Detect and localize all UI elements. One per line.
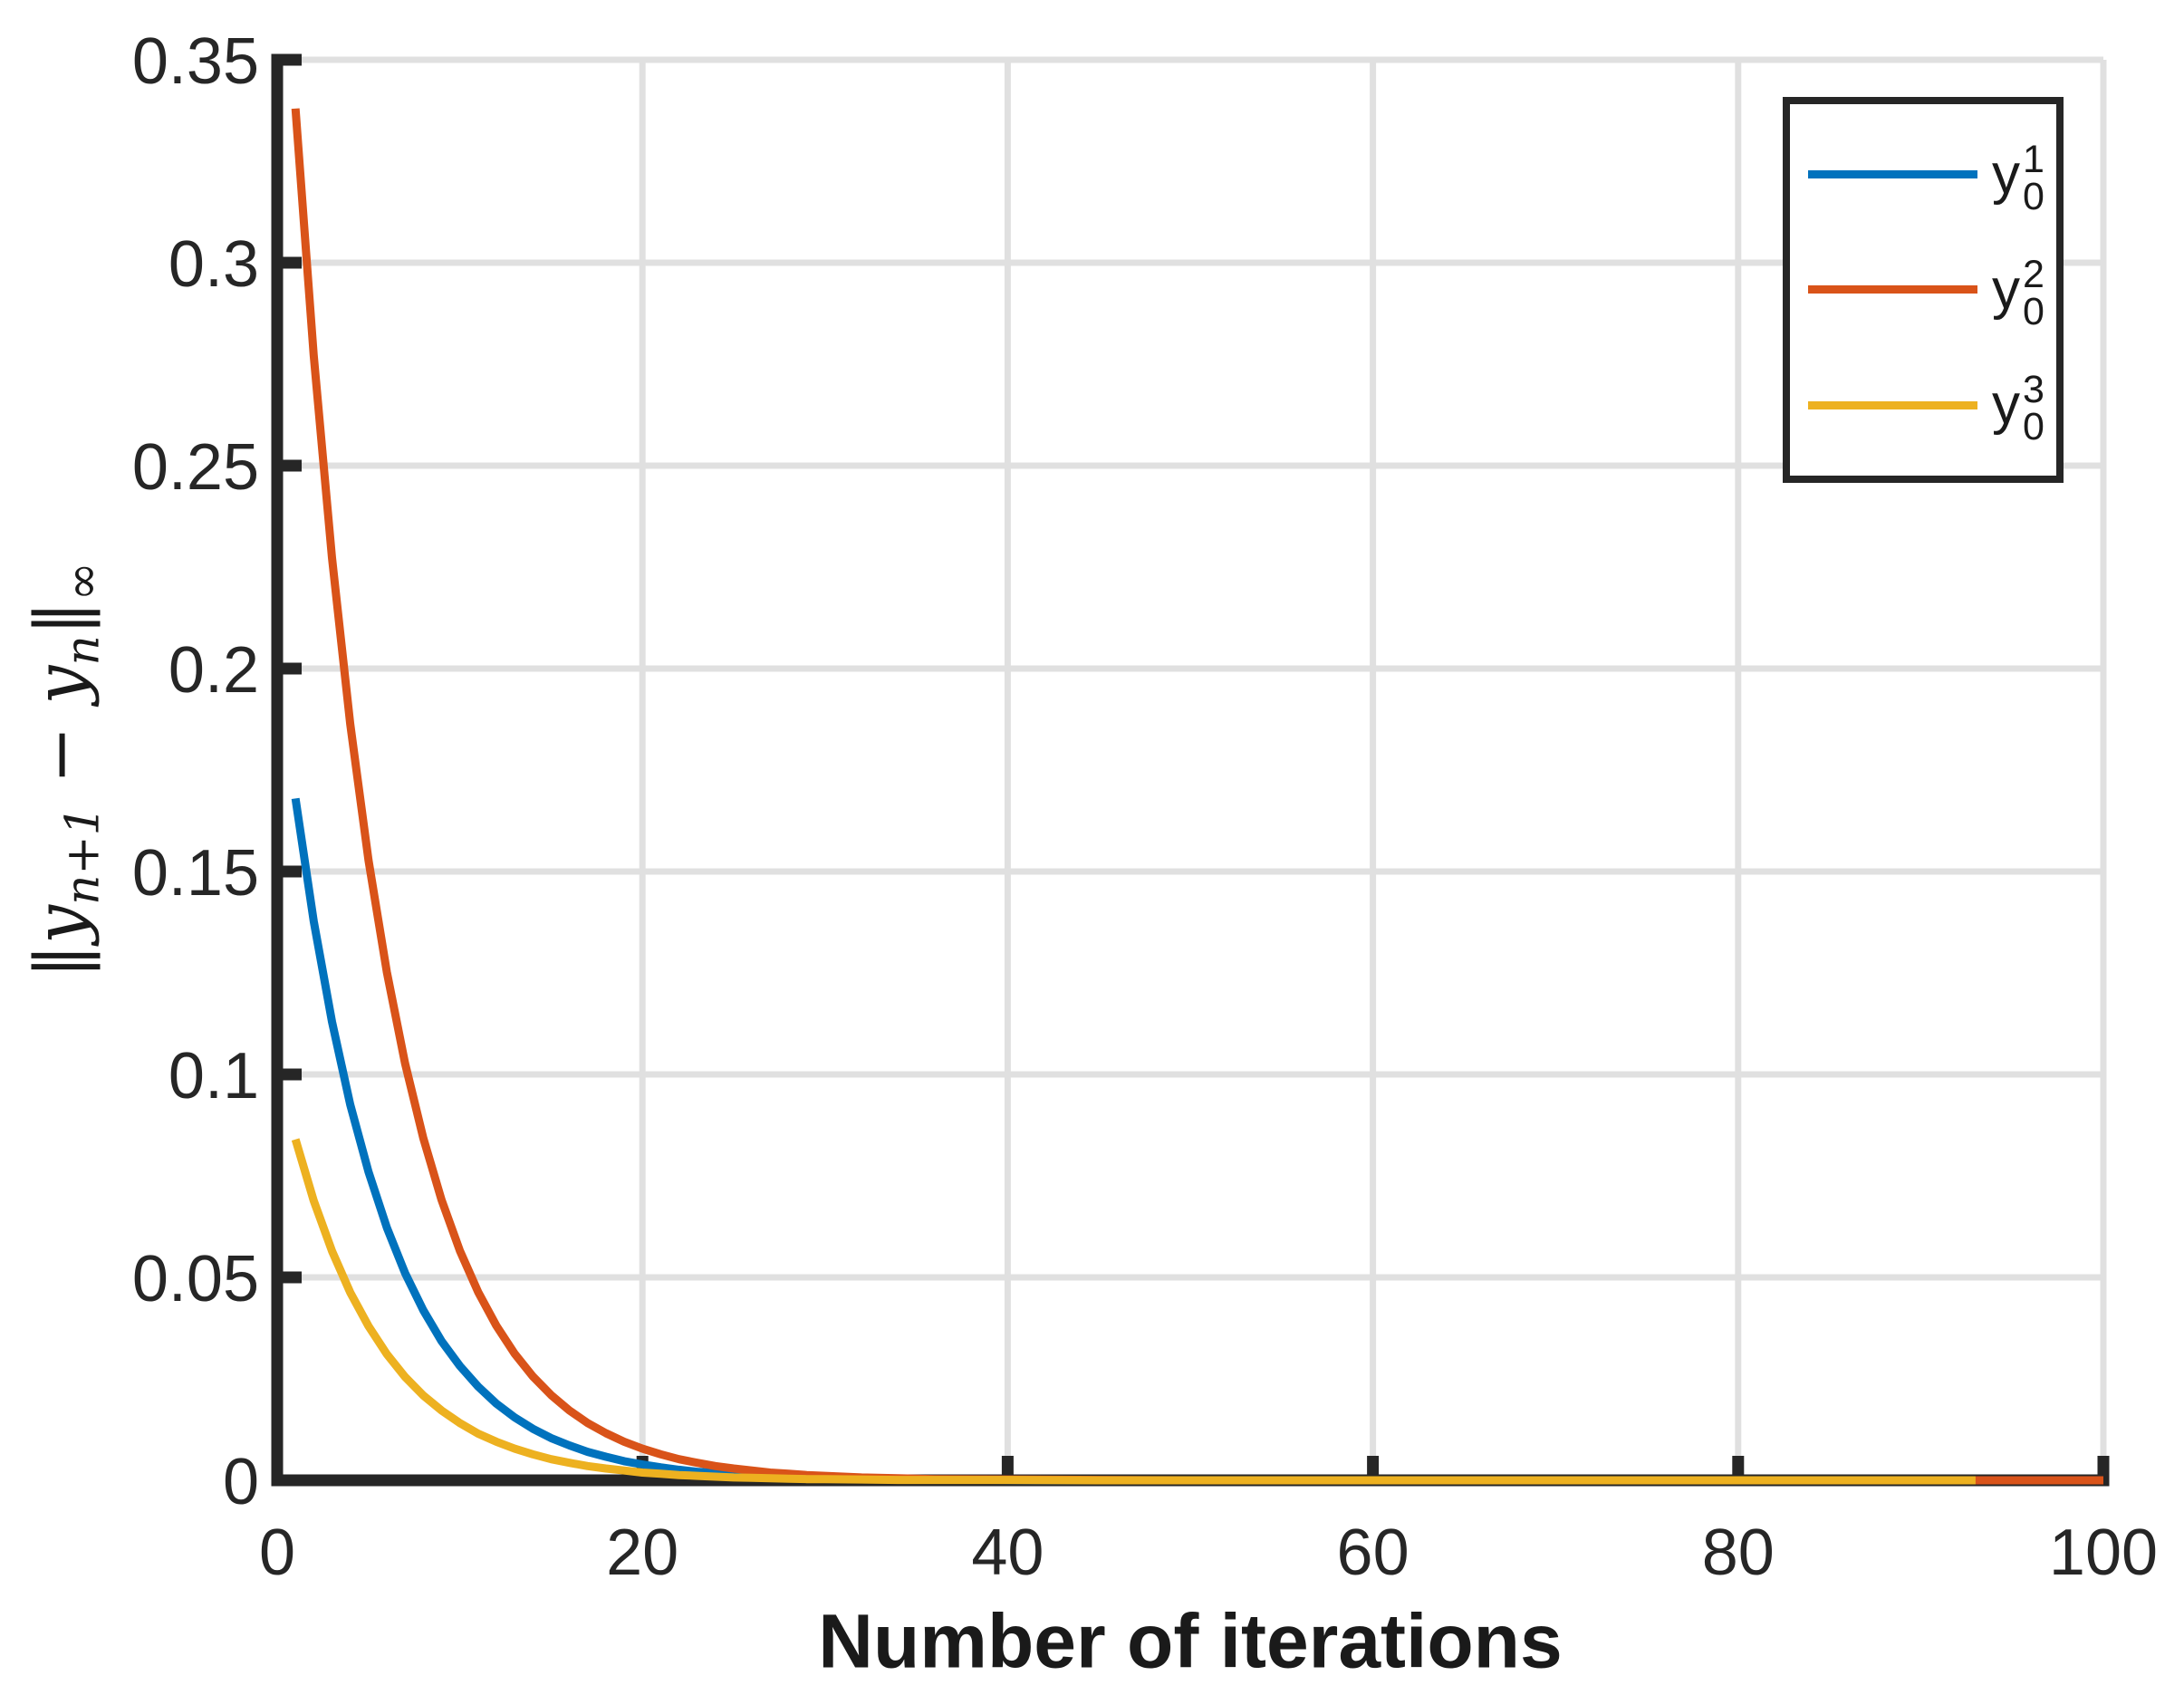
legend-sub: 0 bbox=[2023, 174, 2044, 218]
legend-swatch-y03 bbox=[1808, 400, 1977, 409]
legend-swatch-y02 bbox=[1808, 285, 1977, 294]
legend-sub: 0 bbox=[2023, 405, 2044, 449]
ylabel-sub2: n bbox=[55, 635, 111, 666]
legend-item-y02: y 2 0 bbox=[1808, 253, 2056, 333]
legend-label-y02: y 2 0 bbox=[1992, 253, 2044, 333]
y-tick-label: 0.15 bbox=[132, 837, 259, 910]
x-tick-label: 0 bbox=[259, 1517, 295, 1589]
legend-sup: 2 bbox=[2023, 253, 2044, 297]
legend-label-y01: y 1 0 bbox=[1992, 137, 2044, 218]
y-tick-label: 0 bbox=[223, 1446, 259, 1518]
legend-sup: 1 bbox=[2023, 137, 2044, 181]
legend-item-y01: y 1 0 bbox=[1808, 137, 2056, 218]
y-tick-label: 0.3 bbox=[168, 228, 259, 301]
y-tick-label: 0.05 bbox=[132, 1243, 259, 1315]
x-tick-label: 100 bbox=[2049, 1517, 2158, 1589]
legend-sup: 3 bbox=[2023, 368, 2044, 412]
curve-y03 bbox=[291, 1138, 1976, 1485]
x-tick-label: 80 bbox=[1702, 1517, 1775, 1589]
ylabel-minus: − bbox=[19, 704, 101, 806]
legend-item-y03: y 3 0 bbox=[1808, 368, 2056, 449]
y-tick-label: 0.35 bbox=[132, 25, 259, 98]
ylabel-y2: y bbox=[19, 665, 101, 705]
legend-box: y 1 0 y 2 0 y 3 0 bbox=[1783, 97, 2064, 483]
x-tick-label: 20 bbox=[606, 1517, 678, 1589]
legend-sub: 0 bbox=[2023, 289, 2044, 333]
legend-label-y03: y 3 0 bbox=[1992, 368, 2044, 449]
curve-y01 bbox=[291, 797, 2103, 1485]
y-tick-label: 0.1 bbox=[168, 1040, 259, 1112]
norm-close: ‖ bbox=[19, 601, 101, 636]
y-tick-label: 0.25 bbox=[132, 431, 259, 504]
x-tick-label: 60 bbox=[1337, 1517, 1409, 1589]
ylabel-inf: ∞ bbox=[55, 562, 111, 602]
x-tick-label: 40 bbox=[971, 1517, 1044, 1589]
legend-swatch-y01 bbox=[1808, 170, 1977, 179]
ylabel-y1: y bbox=[19, 904, 101, 944]
norm-open: ‖ bbox=[19, 943, 101, 978]
x-axis-label: Number of iterations bbox=[818, 1598, 1563, 1684]
y-axis-label: ‖yn+1 − yn‖∞ bbox=[19, 562, 111, 978]
ylabel-sub1: n+1 bbox=[55, 805, 111, 905]
y-tick-label: 0.2 bbox=[168, 634, 259, 707]
